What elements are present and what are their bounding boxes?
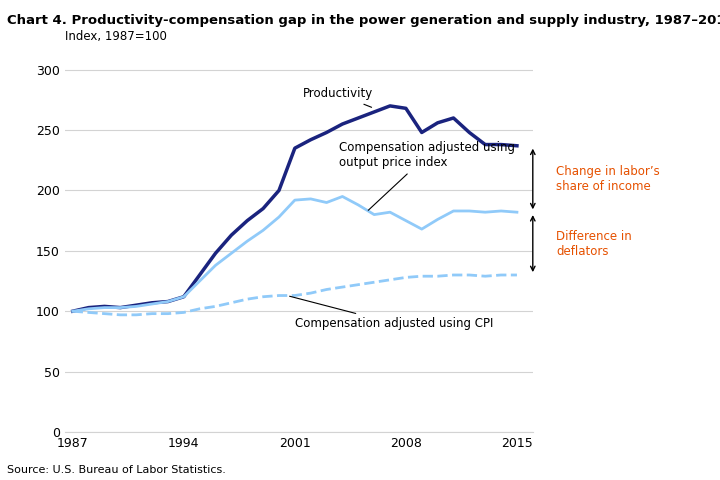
Text: Compensation adjusted using
output price index: Compensation adjusted using output price… <box>339 141 516 210</box>
Text: Compensation adjusted using CPI: Compensation adjusted using CPI <box>289 296 493 330</box>
Text: Index, 1987=100: Index, 1987=100 <box>65 30 166 43</box>
Text: Chart 4. Productivity-compensation gap in the power generation and supply indust: Chart 4. Productivity-compensation gap i… <box>7 14 720 27</box>
Text: Difference in
deflators: Difference in deflators <box>556 229 632 258</box>
Text: Source: U.S. Bureau of Labor Statistics.: Source: U.S. Bureau of Labor Statistics. <box>7 465 226 475</box>
Text: Change in labor’s
share of income: Change in labor’s share of income <box>556 165 660 193</box>
Text: Productivity: Productivity <box>303 87 373 108</box>
